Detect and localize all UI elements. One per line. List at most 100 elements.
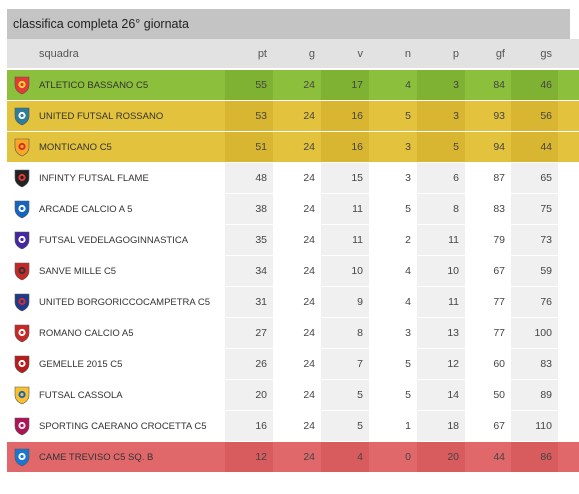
stat-g: 24 bbox=[273, 193, 321, 225]
stat-g: 24 bbox=[273, 255, 321, 287]
stat-g: 24 bbox=[273, 100, 321, 132]
stat-v: 5 bbox=[321, 410, 369, 442]
stat-pt: 38 bbox=[225, 193, 273, 225]
team-logo-cell bbox=[7, 69, 37, 101]
romano-calcio-logo bbox=[13, 323, 31, 343]
team-name[interactable]: FUTSAL VEDELAGOGINNASTICA bbox=[37, 224, 225, 256]
stat-v: 15 bbox=[321, 162, 369, 194]
stat-v: 16 bbox=[321, 100, 369, 132]
stat-g: 24 bbox=[273, 410, 321, 442]
stat-v: 16 bbox=[321, 131, 369, 163]
stat-v: 9 bbox=[321, 286, 369, 318]
table-row[interactable]: FUTSAL VEDELAGOGINNASTICA35241121179736 bbox=[7, 224, 579, 256]
table-row[interactable]: UNITED FUTSAL ROSSANO53241653935637 bbox=[7, 100, 579, 132]
team-logo-cell bbox=[7, 193, 37, 225]
team-name[interactable]: INFINTY FUTSAL FLAME bbox=[37, 162, 225, 194]
stat-gs: 110 bbox=[511, 410, 558, 442]
stat-v: 11 bbox=[321, 224, 369, 256]
stat-pt: 12 bbox=[225, 441, 273, 473]
team-name[interactable]: ROMANO CALCIO A5 bbox=[37, 317, 225, 349]
team-name[interactable]: GEMELLE 2015 C5 bbox=[37, 348, 225, 380]
stat-v: 4 bbox=[321, 441, 369, 473]
stat-pt: 51 bbox=[225, 131, 273, 163]
header-gf[interactable]: gf bbox=[465, 39, 511, 70]
united-futsal-rossano-logo bbox=[13, 106, 31, 126]
stat-gs: 59 bbox=[511, 255, 558, 287]
stat-p: 13 bbox=[417, 317, 465, 349]
team-logo-cell bbox=[7, 162, 37, 194]
header-g[interactable]: g bbox=[273, 39, 321, 70]
stat-dr: 8 bbox=[558, 193, 579, 225]
stat-n: 4 bbox=[369, 255, 417, 287]
stat-gs: 65 bbox=[511, 162, 558, 194]
stat-gs: 56 bbox=[511, 100, 558, 132]
stat-gf: 44 bbox=[465, 441, 511, 473]
team-name[interactable]: UNITED FUTSAL ROSSANO bbox=[37, 100, 225, 132]
stat-n: 3 bbox=[369, 162, 417, 194]
stat-dr: -23 bbox=[558, 317, 579, 349]
header-gs[interactable]: gs bbox=[511, 39, 558, 70]
stat-pt: 31 bbox=[225, 286, 273, 318]
stat-pt: 48 bbox=[225, 162, 273, 194]
team-name[interactable]: ATLETICO BASSANO C5 bbox=[37, 69, 225, 101]
stat-p: 3 bbox=[417, 100, 465, 132]
stat-gs: 83 bbox=[511, 348, 558, 380]
table-row[interactable]: UNITED BORGORICCOCAMPETRA C5 31 24 9 4 11 77 76… bbox=[7, 286, 579, 318]
stat-gf: 67 bbox=[465, 410, 511, 442]
stat-v: 17 bbox=[321, 69, 369, 101]
infinity-futsal-flame-logo bbox=[13, 168, 31, 188]
table-row[interactable]: SPORTING CAERANO CROCETTA C5 16 24 5 1 18 67 11… bbox=[7, 410, 579, 442]
stat-gf: 79 bbox=[465, 224, 511, 256]
stat-p: 3 bbox=[417, 69, 465, 101]
team-logo-cell bbox=[7, 441, 37, 473]
team-name[interactable]: MONTICANO C5 bbox=[37, 131, 225, 163]
stat-g: 24 bbox=[273, 317, 321, 349]
stat-gf: 67 bbox=[465, 255, 511, 287]
team-name[interactable]: ARCADE CALCIO A 5 bbox=[37, 193, 225, 225]
table-row[interactable]: SANVE MILLE C534241041067598 bbox=[7, 255, 579, 287]
stat-dr: 37 bbox=[558, 100, 579, 132]
stat-pt: 53 bbox=[225, 100, 273, 132]
team-logo-cell bbox=[7, 317, 37, 349]
table-row[interactable]: MONTICANO C551241635944450 bbox=[7, 131, 579, 163]
stat-gf: 77 bbox=[465, 286, 511, 318]
stat-g: 24 bbox=[273, 441, 321, 473]
header-team[interactable]: squadra bbox=[37, 39, 225, 70]
stat-gf: 50 bbox=[465, 379, 511, 411]
stat-p: 11 bbox=[417, 286, 465, 318]
header-n[interactable]: n bbox=[369, 39, 417, 70]
team-name[interactable]: CAME TREVISO C5 Sq. B bbox=[37, 441, 225, 473]
stat-pt: 26 bbox=[225, 348, 273, 380]
stat-dr: -23 bbox=[558, 348, 579, 380]
table-row[interactable]: INFINTY FUTSAL FLAME48241536876522 bbox=[7, 162, 579, 194]
stat-p: 11 bbox=[417, 224, 465, 256]
team-name[interactable]: SPORTING CAERANO CROCETTA C5 bbox=[37, 410, 225, 442]
stat-gs: 86 bbox=[511, 441, 558, 473]
team-logo-cell bbox=[7, 100, 37, 132]
stat-gf: 60 bbox=[465, 348, 511, 380]
stat-g: 24 bbox=[273, 131, 321, 163]
stat-n: 1 bbox=[369, 410, 417, 442]
stat-v: 8 bbox=[321, 317, 369, 349]
header-p[interactable]: p bbox=[417, 39, 465, 70]
team-name[interactable]: UNITED BORGORICCOCAMPETRA C5 bbox=[37, 286, 225, 318]
stat-gs: 89 bbox=[511, 379, 558, 411]
team-name[interactable]: FUTSAL CASSOLA bbox=[37, 379, 225, 411]
header-pt[interactable]: pt bbox=[225, 39, 273, 70]
header-dr[interactable]: dr bbox=[558, 39, 579, 70]
stat-g: 24 bbox=[273, 286, 321, 318]
sporting-caerano-logo bbox=[13, 416, 31, 436]
table-row[interactable]: ATLETICO BASSANO C555241743844638 bbox=[7, 69, 579, 101]
stat-p: 18 bbox=[417, 410, 465, 442]
header-v[interactable]: v bbox=[321, 39, 369, 70]
stat-pt: 55 bbox=[225, 69, 273, 101]
stat-n: 3 bbox=[369, 131, 417, 163]
table-row[interactable]: ARCADE CALCIO A 53824115883758 bbox=[7, 193, 579, 225]
team-name[interactable]: SANVE MILLE C5 bbox=[37, 255, 225, 287]
stat-gs: 73 bbox=[511, 224, 558, 256]
table-header-row: squadra pt g v n p gf gs dr bbox=[7, 39, 579, 70]
